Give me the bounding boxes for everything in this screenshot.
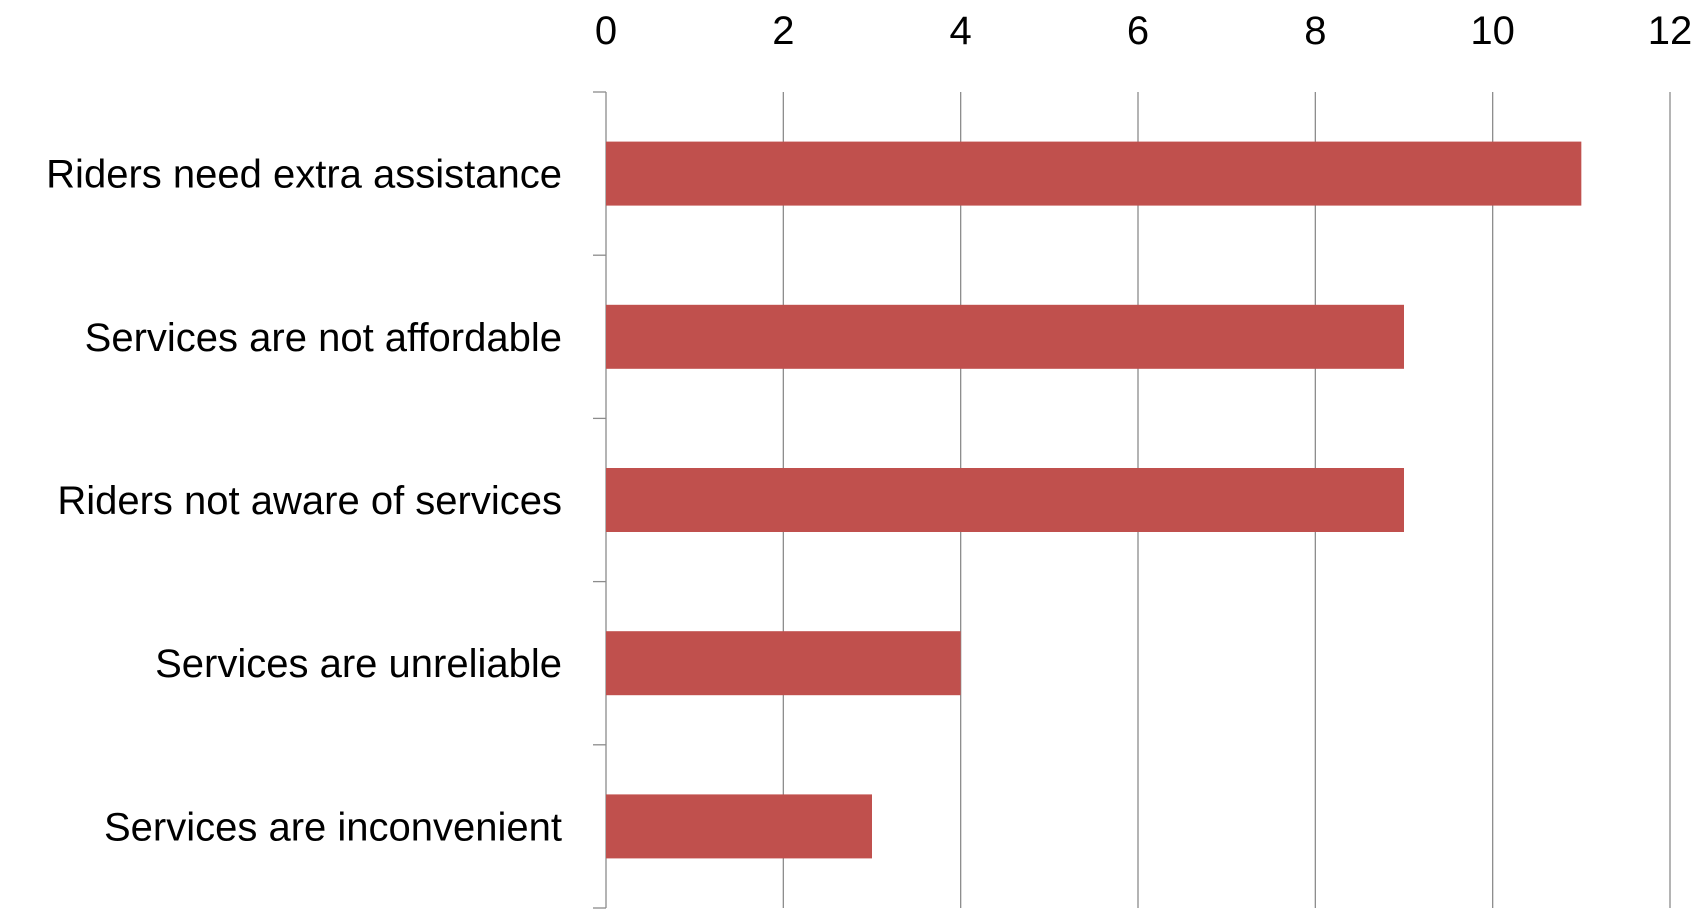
bar-3 <box>606 631 961 696</box>
bar-0 <box>606 141 1582 206</box>
x-tick-labels: 0 2 4 6 8 10 12 <box>595 9 1692 53</box>
bar-2 <box>606 468 1404 532</box>
x-tick-label-4: 4 <box>950 9 972 53</box>
x-tick-label-8: 8 <box>1304 9 1326 53</box>
category-label-3: Services are unreliable <box>155 642 562 686</box>
x-tick-label-2: 2 <box>772 9 794 53</box>
x-tick-label-6: 6 <box>1127 9 1149 53</box>
category-label-4: Services are inconvenient <box>104 805 562 849</box>
x-tick-label-0: 0 <box>595 9 617 53</box>
category-label-1: Services are not affordable <box>85 316 562 360</box>
axes <box>593 91 607 909</box>
bar-1 <box>606 304 1404 369</box>
category-label-0: Riders need extra assistance <box>46 153 562 197</box>
x-tick-label-12: 12 <box>1648 9 1693 53</box>
category-label-2: Riders not aware of services <box>57 479 562 523</box>
bars <box>606 141 1582 859</box>
category-labels: Riders need extra assistance Services are… <box>46 153 562 850</box>
bar-4 <box>606 794 872 859</box>
x-tick-label-10: 10 <box>1470 9 1515 53</box>
